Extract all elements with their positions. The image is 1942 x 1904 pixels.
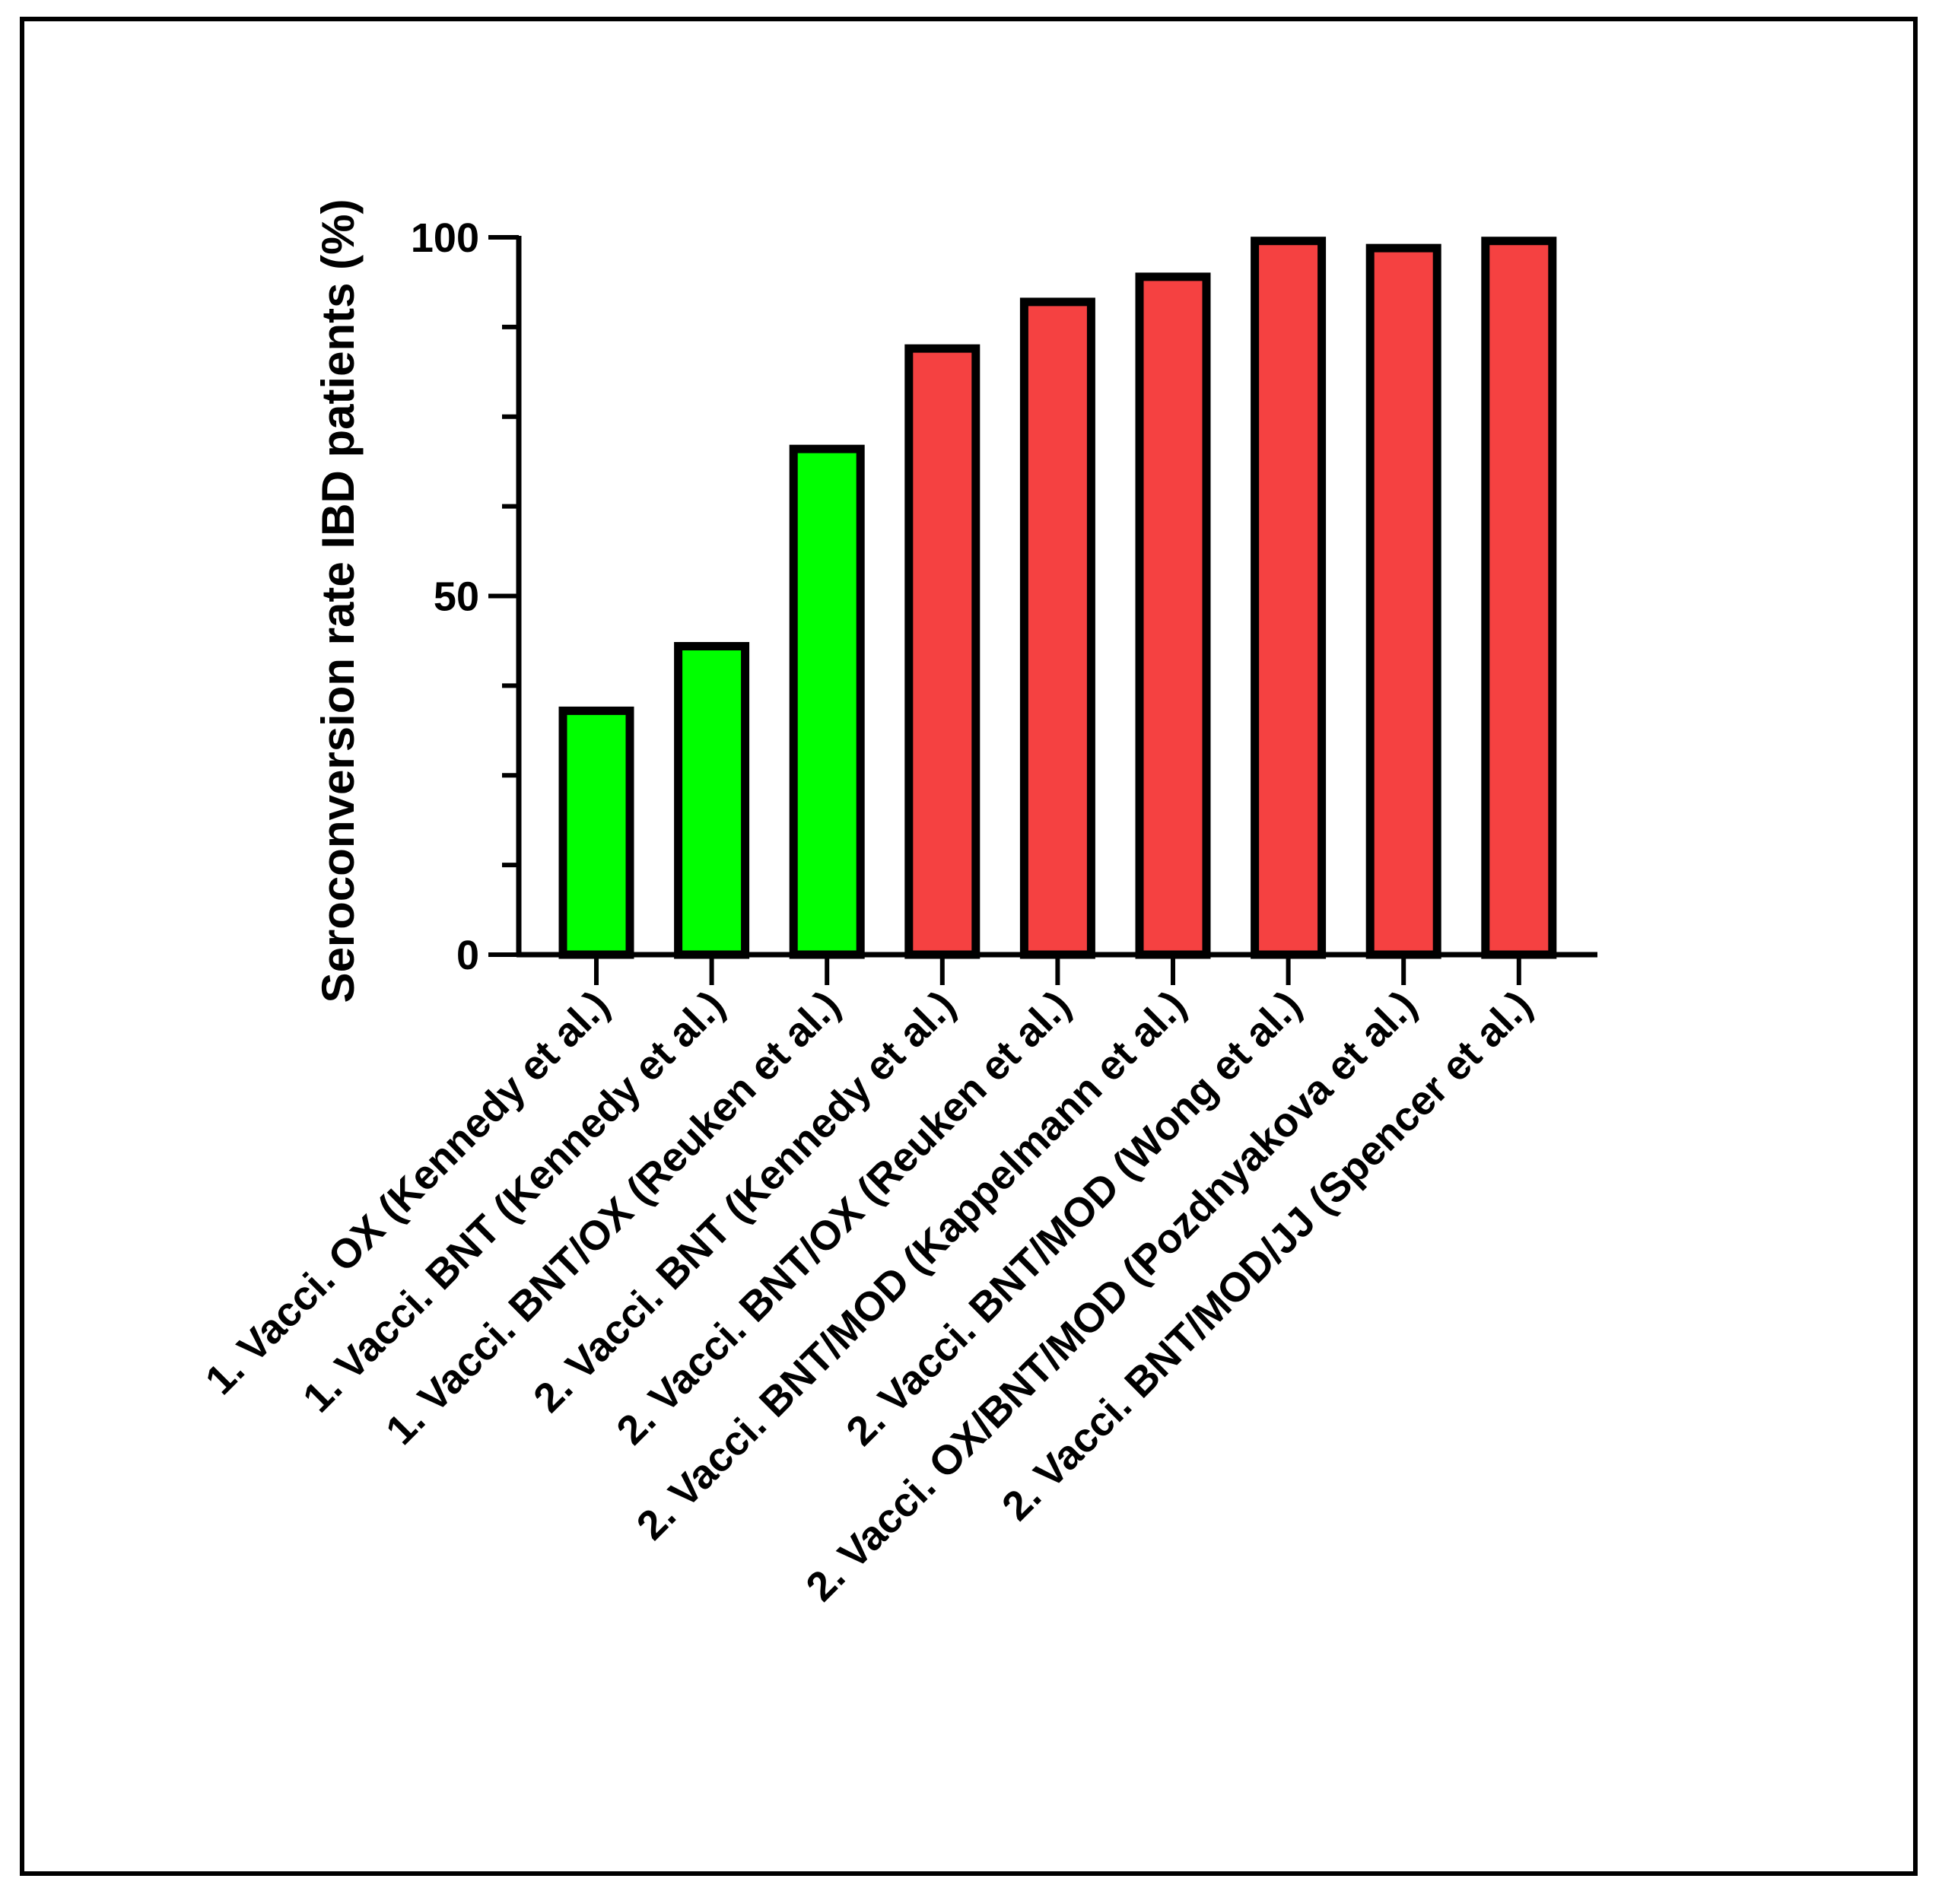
axes-layer [488,235,1597,985]
y-tick-label: 50 [434,574,479,620]
bar [1365,243,1441,959]
bar [1135,272,1211,959]
bar [904,344,981,959]
y-tick-label: 100 [411,215,479,261]
x-tick-label: 1. Vacci. BNT (Kennedy et al.) [294,982,733,1421]
bars-layer [558,237,1557,959]
bar [1481,237,1557,959]
bar [789,444,865,959]
y-axis-title: Seroconversion rate IBD patients (%) [313,199,364,1003]
bar [1251,237,1327,959]
x-tick-label: 2. Vacci. BNT (Kennedy et al.) [525,982,964,1421]
bar [1019,297,1095,959]
x-tick-label: 2. Vacci. BNT/MOD/JJ (Spencer et al.) [993,982,1540,1529]
y-tick-label: 0 [456,933,479,978]
bar [674,642,750,959]
bar [558,706,634,959]
